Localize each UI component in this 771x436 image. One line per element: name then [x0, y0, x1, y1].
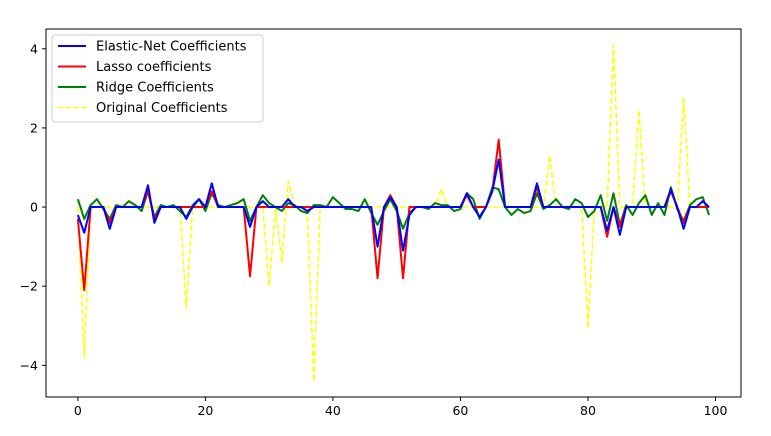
- x-tick-label: 60: [452, 403, 468, 418]
- x-tick-label: 20: [197, 403, 213, 418]
- legend: Elastic-Net Coefficients Lasso coefficien…: [51, 34, 264, 123]
- x-tick-label: 40: [325, 403, 341, 418]
- legend-label: Lasso coefficients: [96, 60, 212, 75]
- y-tick-label: −2: [20, 279, 38, 294]
- x-tick-label: 80: [580, 403, 596, 418]
- legend-label: Ridge Coefficients: [96, 81, 214, 96]
- y-tick-label: −4: [20, 358, 38, 373]
- legend-label: Original Coefficients: [96, 101, 228, 116]
- plot-frame: [45, 28, 742, 398]
- y-tick-label: 4: [30, 41, 38, 56]
- series-layer: [76, 44, 711, 382]
- x-tick-label: 100: [704, 403, 728, 418]
- legend-box: [51, 34, 264, 123]
- y-tick-label: 2: [30, 120, 38, 135]
- y-tick-label: 0: [30, 200, 38, 215]
- legend-label: Elastic-Net Coefficients: [96, 40, 247, 55]
- series-line-elastic-net-coefficients: [76, 158, 710, 252]
- axes-layer: 0 20 40 60 80 100 −4 −2 0 2 4: [20, 41, 728, 418]
- x-tick-label: 0: [74, 403, 82, 418]
